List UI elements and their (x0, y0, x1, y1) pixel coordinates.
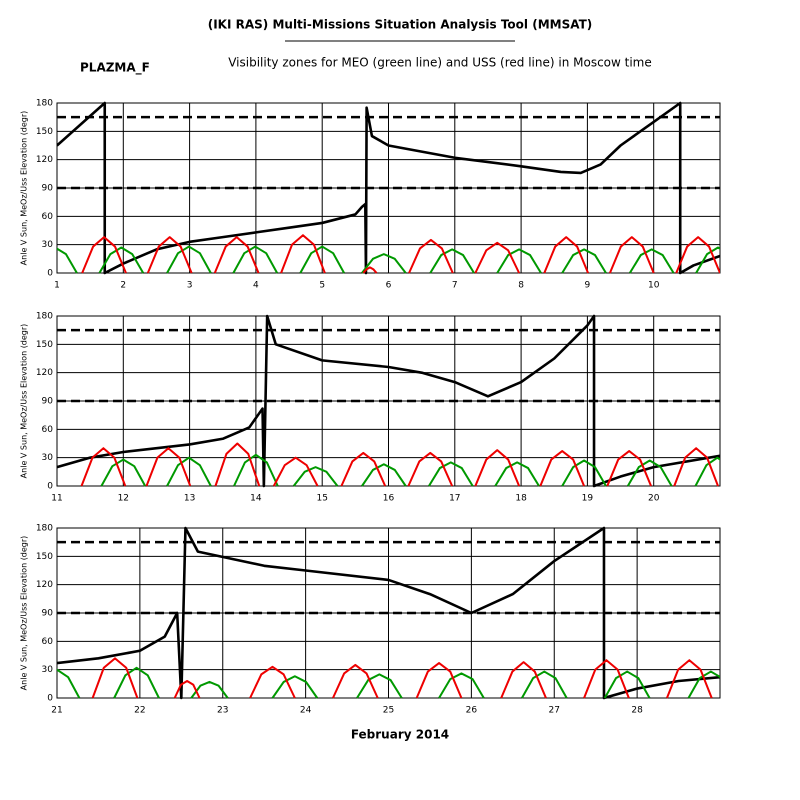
x-tick-label: 2 (120, 281, 126, 291)
y-tick-label: 0 (47, 694, 53, 704)
x-tick-label: 9 (585, 281, 591, 291)
x-tick-label: 25 (383, 706, 394, 716)
x-tick-label: 10 (648, 281, 660, 291)
y-tick-label: 150 (36, 127, 53, 137)
plot-frame (56, 315, 721, 487)
y-tick-label: 30 (42, 240, 54, 250)
y-tick-label: 0 (47, 269, 53, 279)
y-tick-label: 30 (42, 453, 54, 463)
x-tick-label: 26 (466, 706, 478, 716)
x-tick-label: 12 (118, 494, 129, 504)
y-tick-label: 150 (36, 340, 53, 350)
x-tick-label: 8 (518, 281, 524, 291)
x-tick-label: 15 (316, 494, 327, 504)
x-tick-label: 18 (515, 494, 527, 504)
x-tick-label: 3 (187, 281, 193, 291)
x-axis-label: February 2014 (351, 728, 449, 742)
y-tick-label: 180 (36, 99, 53, 109)
y-tick-label: 60 (42, 212, 54, 222)
y-axis-label: Anle V Sun, MeOz/Uss Elevation (degr) (20, 536, 29, 691)
panel: 0 30 60 90 120 150 180 21 22 23 24 25 26 27 28 Anle V S… (20, 524, 721, 716)
panel: 0 30 60 90 120 150 180 11 12 13 14 15 16 17 18 19 20 Anle… (20, 312, 721, 504)
y-tick-label: 30 (42, 665, 54, 675)
plot-frame (56, 102, 721, 274)
x-tick-label: 1 (54, 281, 60, 291)
y-tick-label: 150 (36, 552, 53, 562)
x-tick-label: 21 (51, 706, 62, 716)
y-tick-label: 90 (42, 609, 54, 619)
series-line (57, 314, 720, 488)
x-tick-label: 13 (184, 494, 195, 504)
plot-frame (56, 527, 721, 699)
x-tick-label: 19 (582, 494, 594, 504)
y-tick-label: 180 (36, 524, 53, 534)
y-tick-label: 0 (47, 482, 53, 492)
x-tick-label: 20 (648, 494, 660, 504)
x-tick-label: 14 (250, 494, 262, 504)
y-tick-label: 60 (42, 425, 54, 435)
series-line (57, 101, 720, 275)
x-tick-label: 24 (300, 706, 312, 716)
y-tick-label: 120 (36, 368, 53, 378)
title: (IKI RAS) Multi-Missions Situation Analy… (208, 18, 593, 32)
satellite-label: PLAZMA_F (80, 61, 150, 76)
x-tick-label: 4 (253, 281, 259, 291)
series-line (57, 666, 720, 699)
y-tick-label: 90 (42, 397, 54, 407)
y-tick-label: 120 (36, 155, 53, 165)
x-tick-label: 16 (383, 494, 395, 504)
x-tick-label: 22 (134, 706, 145, 716)
y-tick-label: 90 (42, 184, 54, 194)
x-tick-label: 28 (631, 706, 643, 716)
x-tick-label: 23 (217, 706, 228, 716)
panel: 0 30 60 90 120 150 180 1 2 3 4 5 6 7 8 9 10 Anle V Sun, M… (20, 99, 721, 291)
series-line (80, 442, 719, 487)
series-line (81, 234, 720, 274)
x-tick-label: 17 (449, 494, 460, 504)
series-line (57, 245, 720, 274)
x-tick-label: 11 (51, 494, 62, 504)
y-axis-label: Anle V Sun, MeOz/Uss Elevation (degr) (20, 324, 29, 479)
x-tick-label: 5 (319, 281, 325, 291)
y-tick-label: 60 (42, 637, 54, 647)
subtitle: Visibility zones for MEO (green line) an… (228, 56, 652, 70)
x-tick-label: 27 (549, 706, 560, 716)
y-axis-label: Anle V Sun, MeOz/Uss Elevation (degr) (20, 111, 29, 266)
series-line (57, 526, 720, 700)
series-line (100, 453, 720, 487)
y-tick-label: 120 (36, 580, 53, 590)
series-line (91, 657, 713, 699)
y-tick-label: 180 (36, 312, 53, 322)
x-tick-label: 7 (452, 281, 458, 291)
x-tick-label: 6 (386, 281, 392, 291)
